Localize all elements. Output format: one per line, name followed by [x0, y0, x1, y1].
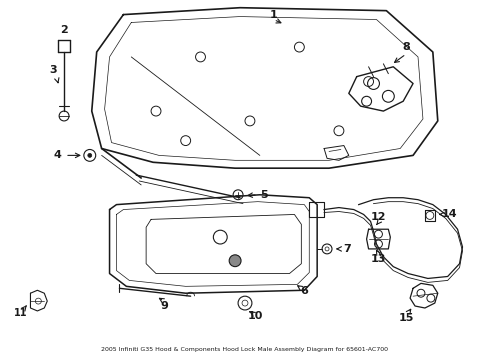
- Text: 12: 12: [370, 212, 386, 222]
- Text: 8: 8: [402, 42, 409, 52]
- Text: 9: 9: [160, 301, 167, 311]
- Text: 5: 5: [260, 190, 267, 200]
- Text: 7: 7: [342, 244, 350, 254]
- Text: 11: 11: [14, 308, 27, 318]
- Circle shape: [88, 153, 92, 157]
- Text: 13: 13: [370, 254, 386, 264]
- Text: 14: 14: [441, 210, 456, 220]
- Text: 2005 Infiniti G35 Hood & Components Hood Lock Male Assembly Diagram for 65601-AC: 2005 Infiniti G35 Hood & Components Hood…: [101, 347, 386, 352]
- Text: 15: 15: [398, 313, 413, 323]
- Text: 1: 1: [269, 10, 277, 19]
- Circle shape: [229, 255, 241, 267]
- Text: 2: 2: [60, 25, 68, 35]
- Text: 3: 3: [49, 65, 57, 75]
- Text: 10: 10: [247, 311, 262, 321]
- Text: 6: 6: [300, 286, 307, 296]
- Text: 4: 4: [53, 150, 61, 161]
